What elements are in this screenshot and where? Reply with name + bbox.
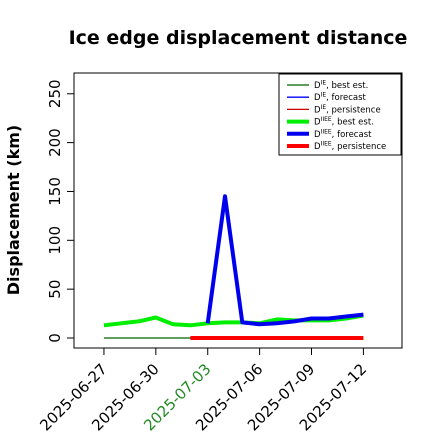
legend-entry: DIE, best est. [314, 80, 368, 92]
y-tick-label: 250 [46, 79, 64, 108]
legend-entry: DIIEE, persistence [314, 141, 386, 153]
y-tick-label: 150 [46, 177, 64, 206]
y-tick-label: 200 [46, 128, 64, 157]
series-line [205, 194, 364, 327]
series-layer [103, 194, 364, 340]
legend-entry: DIE, forecast [314, 92, 367, 104]
chart-title: Ice edge displacement distance [69, 27, 408, 49]
y-tick-label: 0 [46, 333, 64, 343]
legend-entry: DIIEE, forecast [314, 128, 372, 140]
x-axis: 2025-06-272025-06-302025-07-032025-07-06… [36, 348, 370, 434]
y-axis-label: Displacement (km) [4, 125, 23, 295]
plot-frame [73, 72, 403, 349]
legend-entry: DIE, persistence [314, 104, 381, 116]
legend-entry: DIIEE, best est. [314, 116, 374, 128]
y-tick-label: 50 [46, 280, 64, 299]
y-axis: 0 50 100 150 200 250 [46, 79, 74, 343]
y-tick-label: 100 [46, 226, 64, 255]
legend-box [278, 73, 402, 156]
